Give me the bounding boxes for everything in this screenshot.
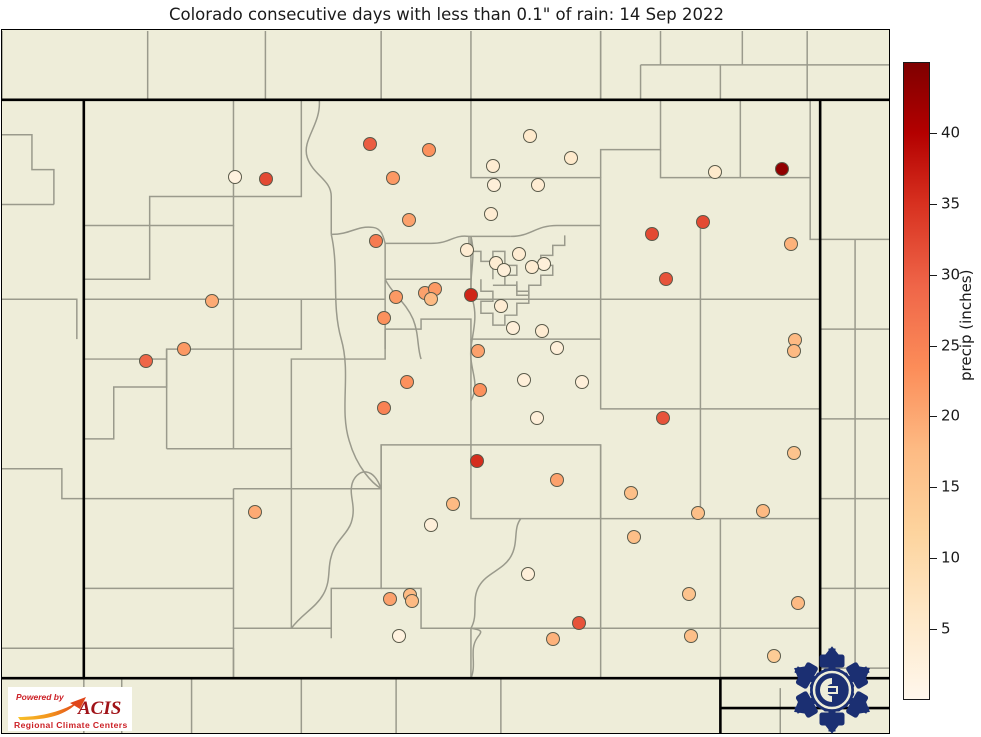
station-marker[interactable]: [645, 227, 659, 241]
station-marker[interactable]: [691, 506, 705, 520]
station-marker[interactable]: [624, 486, 638, 500]
station-marker[interactable]: [517, 373, 531, 387]
station-marker[interactable]: [564, 151, 578, 165]
station-marker[interactable]: [402, 213, 416, 227]
colorbar-tick-label: 20: [941, 406, 961, 425]
station-marker[interactable]: [389, 290, 403, 304]
station-marker[interactable]: [708, 165, 722, 179]
station-marker[interactable]: [696, 215, 710, 229]
station-marker[interactable]: [512, 247, 526, 261]
station-marker[interactable]: [177, 342, 191, 356]
colorbar-axis-label: precip (inches): [957, 269, 975, 381]
colorbar-tick-mark: [930, 558, 937, 560]
colorbar-tick-mark: [930, 345, 937, 347]
station-marker[interactable]: [531, 178, 545, 192]
colorbar-tick-mark: [930, 629, 937, 631]
station-marker[interactable]: [464, 288, 478, 302]
colorbar-tick-mark: [930, 416, 937, 418]
acis-logo-graphic: Powered by ACIS Regional Climate Centers: [8, 687, 132, 731]
station-marker[interactable]: [756, 504, 770, 518]
station-marker[interactable]: [487, 178, 501, 192]
station-marker[interactable]: [550, 473, 564, 487]
station-marker[interactable]: [405, 594, 419, 608]
station-marker[interactable]: [377, 311, 391, 325]
station-marker[interactable]: [259, 172, 273, 186]
map-plot-area[interactable]: [1, 29, 890, 734]
colorbar-tick-label: 25: [941, 336, 961, 355]
station-marker[interactable]: [656, 411, 670, 425]
station-marker[interactable]: [248, 505, 262, 519]
snowflake-logo[interactable]: [782, 645, 882, 735]
station-marker[interactable]: [424, 292, 438, 306]
station-marker[interactable]: [139, 354, 153, 368]
colorbar-tick-mark: [930, 487, 937, 489]
colorbar-tick-label: 15: [941, 477, 961, 496]
acis-subtitle-text: Regional Climate Centers: [14, 720, 128, 730]
station-marker[interactable]: [775, 162, 789, 176]
station-marker[interactable]: [550, 341, 564, 355]
station-marker[interactable]: [486, 159, 500, 173]
station-marker[interactable]: [424, 518, 438, 532]
station-marker[interactable]: [446, 497, 460, 511]
station-marker[interactable]: [682, 587, 696, 601]
station-marker[interactable]: [460, 243, 474, 257]
colorbar-tick-label: 40: [941, 123, 961, 142]
station-marker[interactable]: [784, 237, 798, 251]
station-marker[interactable]: [471, 344, 485, 358]
station-marker[interactable]: [363, 137, 377, 151]
station-marker[interactable]: [787, 446, 801, 460]
station-marker[interactable]: [659, 272, 673, 286]
station-marker[interactable]: [422, 143, 436, 157]
colorbar-tick-mark: [930, 274, 937, 276]
colorbar-tick-mark: [930, 132, 937, 134]
colorbar-tick-label: 10: [941, 548, 961, 567]
station-marker[interactable]: [627, 530, 641, 544]
station-marker[interactable]: [377, 401, 391, 415]
station-marker[interactable]: [530, 411, 544, 425]
station-marker[interactable]: [506, 321, 520, 335]
station-marker[interactable]: [787, 344, 801, 358]
colorbar-tick-label: 30: [941, 265, 961, 284]
station-marker[interactable]: [484, 207, 498, 221]
station-marker[interactable]: [525, 260, 539, 274]
station-marker[interactable]: [383, 592, 397, 606]
station-marker[interactable]: [392, 629, 406, 643]
acis-logo[interactable]: Powered by ACIS Regional Climate Centers: [8, 687, 132, 731]
station-marker[interactable]: [537, 257, 551, 271]
page-title: Colorado consecutive days with less than…: [168, 5, 724, 24]
station-marker[interactable]: [494, 299, 508, 313]
colorbar-tick-mark: [930, 203, 937, 205]
colorbar-tick-label: 35: [941, 194, 961, 213]
acis-name-text: ACIS: [77, 698, 121, 719]
station-points-layer: [2, 30, 889, 733]
station-marker[interactable]: [473, 383, 487, 397]
colorado-county-map: [2, 30, 889, 733]
snowflake-icon: [794, 646, 870, 734]
station-marker[interactable]: [205, 294, 219, 308]
station-marker[interactable]: [386, 171, 400, 185]
station-marker[interactable]: [228, 170, 242, 184]
station-marker[interactable]: [400, 375, 414, 389]
station-marker[interactable]: [535, 324, 549, 338]
station-marker[interactable]: [521, 567, 535, 581]
colorbar-tick-label: 5: [941, 619, 951, 638]
station-marker[interactable]: [684, 629, 698, 643]
station-marker[interactable]: [575, 375, 589, 389]
acis-powered-by-text: Powered by: [16, 692, 65, 702]
station-marker[interactable]: [497, 263, 511, 277]
colorbar-gradient: [903, 62, 930, 700]
station-marker[interactable]: [470, 454, 484, 468]
station-marker[interactable]: [767, 649, 781, 663]
station-marker[interactable]: [546, 632, 560, 646]
station-marker[interactable]: [369, 234, 383, 248]
station-marker[interactable]: [572, 616, 586, 630]
station-marker[interactable]: [791, 596, 805, 610]
station-marker[interactable]: [523, 129, 537, 143]
